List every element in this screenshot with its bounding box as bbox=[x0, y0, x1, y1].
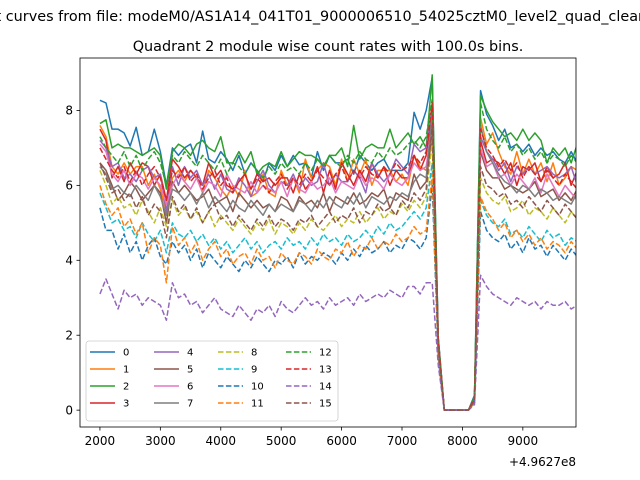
plot-area-frame bbox=[79, 57, 577, 428]
legend-label-6: 6 bbox=[187, 382, 193, 393]
y-axis: 0 2 4 6 8 bbox=[65, 104, 80, 417]
legend-label-0: 0 bbox=[123, 348, 129, 359]
series-layer bbox=[99, 74, 576, 411]
legend-label-5: 5 bbox=[187, 365, 193, 376]
x-tick-label: 7000 bbox=[387, 434, 418, 448]
x-tick-label: 9000 bbox=[508, 434, 539, 448]
legend-label-15: 15 bbox=[319, 399, 332, 410]
x-tick-label: 4000 bbox=[205, 434, 236, 448]
legend-label-1: 1 bbox=[123, 365, 129, 376]
legend-label-9: 9 bbox=[251, 365, 257, 376]
series-line-10 bbox=[99, 184, 576, 411]
legend-label-2: 2 bbox=[123, 382, 129, 393]
x-tick-label: 8000 bbox=[447, 434, 478, 448]
series-line-15 bbox=[99, 124, 576, 411]
x-tick-label: 2000 bbox=[85, 434, 116, 448]
legend-label-4: 4 bbox=[187, 348, 193, 359]
x-tick-label: 6000 bbox=[326, 434, 357, 448]
series-line-6 bbox=[99, 120, 576, 411]
legend-label-7: 7 bbox=[187, 399, 193, 410]
legend-label-10: 10 bbox=[251, 382, 264, 393]
series-line-9 bbox=[99, 162, 576, 411]
x-axis-offset-label: +4.9627e8 bbox=[509, 455, 576, 469]
legend-label-14: 14 bbox=[319, 382, 332, 393]
series-line-3 bbox=[99, 109, 576, 411]
x-tick-label: 5000 bbox=[266, 434, 297, 448]
y-tick-label: 6 bbox=[65, 179, 73, 193]
series-line-12 bbox=[99, 98, 576, 411]
legend-label-11: 11 bbox=[251, 399, 264, 410]
legend-label-13: 13 bbox=[319, 365, 332, 376]
series-line-11 bbox=[99, 173, 576, 411]
series-line-2 bbox=[99, 74, 576, 411]
y-tick-label: 0 bbox=[65, 403, 73, 417]
legend-frame bbox=[85, 340, 339, 422]
series-line-7 bbox=[99, 113, 576, 411]
y-tick-label: 2 bbox=[65, 329, 73, 343]
figure-suptitle: Light curves from file: modeM0/AS1A14_04… bbox=[0, 9, 640, 25]
x-tick-label: 3000 bbox=[145, 434, 176, 448]
legend-label-3: 3 bbox=[123, 399, 129, 410]
series-line-8 bbox=[99, 139, 576, 411]
chart-title: Quadrant 2 module wise count rates with … bbox=[133, 39, 524, 55]
legend-label-12: 12 bbox=[319, 348, 332, 359]
y-tick-label: 4 bbox=[65, 254, 73, 268]
series-line-13 bbox=[99, 102, 576, 411]
y-tick-label: 8 bbox=[65, 104, 73, 118]
legend-label-8: 8 bbox=[251, 348, 257, 359]
x-axis: 2000 3000 4000 5000 6000 7000 8000 9000 bbox=[85, 427, 538, 448]
series-line-5 bbox=[99, 132, 576, 411]
